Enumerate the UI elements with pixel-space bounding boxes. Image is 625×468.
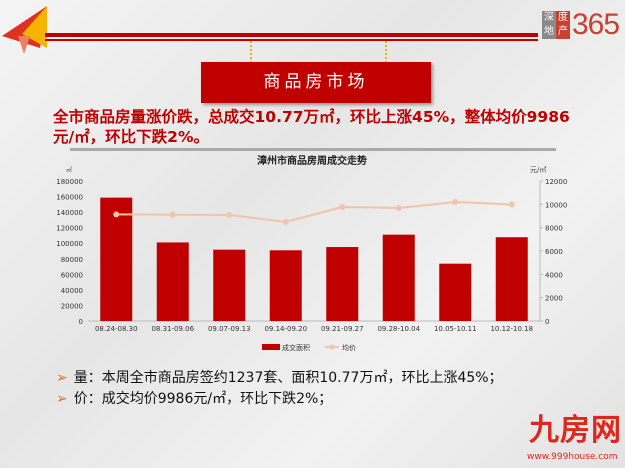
left-tick-label: 60000: [61, 271, 83, 279]
price-point: [395, 204, 402, 211]
left-tick-label: 100000: [56, 240, 83, 248]
right-tick-label: 4000: [545, 271, 563, 279]
left-tick-label: 180000: [56, 178, 83, 186]
legend-bar-swatch: [262, 344, 280, 350]
chart-frame: [70, 148, 556, 359]
bar: [213, 249, 246, 321]
bar: [382, 234, 415, 321]
price-line: [116, 200, 512, 223]
price-point: [226, 211, 233, 218]
left-tick-label: 140000: [56, 209, 83, 217]
bullet-price: ➢ 价：成交均价9986元/㎡，环比下跌2%；: [56, 391, 332, 408]
logo-char: 产: [556, 25, 570, 39]
right-tick-label: 6000: [545, 248, 563, 256]
logo-char: 地: [542, 25, 556, 39]
header-rule-thin: [45, 39, 538, 41]
right-tick-label: 2000: [545, 295, 563, 303]
headline: 全市商品房量涨价跌，总成交10.77万㎡，环比上涨45%，整体均价9986元/㎡…: [53, 108, 570, 146]
category-label: 09.28-10.04: [377, 325, 420, 333]
arrow-right-icon: ➢: [56, 391, 68, 407]
right-tick-label: 8000: [545, 225, 563, 233]
price-point: [452, 199, 459, 205]
right-tick-label: 12000: [545, 178, 567, 186]
price-point: [282, 218, 289, 225]
right-axis-unit: 元/㎡: [530, 166, 546, 174]
footer-url[interactable]: www.999house.com: [527, 452, 618, 462]
bar: [326, 247, 359, 321]
paper-plane-icon: [2, 6, 47, 54]
left-tick-label: 160000: [56, 194, 83, 202]
legend-bar-label: 成交面积: [282, 343, 310, 352]
left-tick-label: 0: [79, 318, 83, 326]
logo-number: 365: [572, 8, 620, 41]
category-label: 09.21-09.27: [321, 325, 364, 333]
bullet-text: 量：本周全市商品房签约1237套、面积10.77万㎡，环比上涨45%；: [73, 370, 503, 386]
left-tick-label: 40000: [61, 287, 83, 295]
category-label: 09.14-09.20: [264, 325, 307, 333]
category-label: 10.12-10.18: [490, 325, 533, 333]
section-banner: 商品房市场: [201, 62, 431, 103]
bullet-text: 价：成交均价9986元/㎡，环比下跌2%；: [73, 391, 333, 407]
bar: [269, 250, 302, 321]
right-tick-label: 10000: [545, 201, 567, 209]
logo-char: 深: [542, 11, 556, 25]
hanging-cord: [250, 41, 254, 71]
bullet-volume: ➢ 量：本周全市商品房签约1237套、面积10.77万㎡，环比上涨45%；: [56, 370, 503, 387]
right-tick-label: 0: [545, 318, 549, 326]
legend-line-marker: [329, 344, 335, 350]
bar: [100, 197, 133, 321]
footer-brand-logo: 九房网: [529, 413, 622, 448]
left-axis-unit: ㎡: [66, 166, 72, 174]
header-rule: [45, 33, 538, 37]
chart-title: 漳州市商品房周成交走势: [257, 154, 367, 167]
category-label: 08.31-09.06: [151, 325, 194, 333]
hanging-cord: [385, 41, 389, 71]
price-point: [339, 204, 346, 211]
logo-365: 深度地产 365: [542, 8, 620, 41]
price-point: [113, 211, 120, 218]
arrow-right-icon: ➢: [56, 370, 68, 386]
price-point: [508, 201, 515, 208]
category-label: 08.24-08.30: [95, 325, 138, 333]
category-label: 09.07-09.13: [208, 325, 251, 333]
left-tick-label: 80000: [61, 256, 83, 264]
bar: [156, 242, 189, 321]
bar: [439, 263, 472, 321]
left-tick-label: 120000: [56, 225, 83, 233]
legend-line-label: 均价: [342, 343, 356, 352]
left-tick-label: 20000: [61, 302, 83, 310]
bar: [495, 237, 528, 321]
price-point: [169, 211, 176, 218]
logo-char: 度: [556, 11, 570, 25]
category-label: 10.05-10.11: [434, 325, 477, 333]
